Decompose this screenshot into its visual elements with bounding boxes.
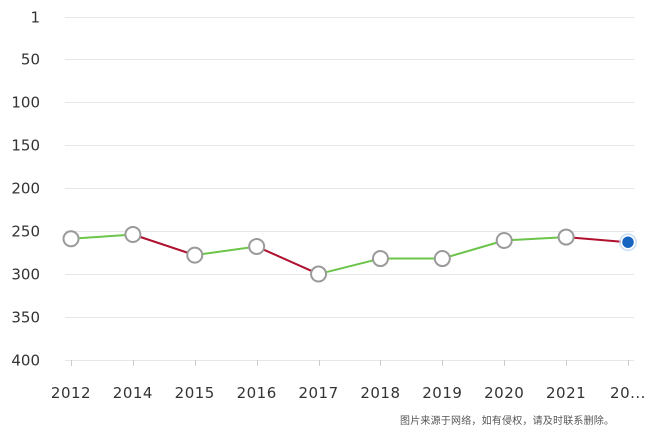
line-segment — [565, 236, 629, 244]
y-tick-label: 350 — [11, 309, 40, 327]
x-axis: 2012 2014 2015 2016 2017 2018 2019 2020 2021 20..… — [51, 360, 646, 402]
x-tick-label: 2017 — [298, 384, 338, 402]
y-tick-label: 300 — [11, 266, 40, 284]
x-tick-label: 2014 — [113, 384, 153, 402]
line-segment — [70, 233, 134, 240]
series-line — [70, 233, 629, 276]
y-tick-label: 100 — [11, 94, 40, 112]
line-segment — [503, 236, 568, 242]
data-point[interactable] — [62, 230, 80, 248]
data-point[interactable] — [124, 225, 142, 243]
line-segment — [193, 245, 258, 257]
y-tick-label: 400 — [11, 352, 40, 370]
x-tick-label: 2018 — [360, 384, 400, 402]
y-tick-label: 250 — [11, 223, 40, 241]
data-point[interactable] — [557, 228, 575, 246]
data-points — [62, 225, 637, 283]
data-point[interactable] — [371, 250, 389, 268]
gridlines — [65, 17, 634, 361]
source-watermark: 图片来源于网络，如有侵权，请及时联系删除。 — [400, 416, 615, 427]
y-tick-label: 200 — [11, 180, 40, 198]
data-point[interactable] — [248, 238, 266, 256]
data-point[interactable] — [186, 246, 204, 264]
x-tick-label: 2015 — [175, 384, 215, 402]
y-tick-label: 1 — [30, 9, 40, 27]
x-tick-label: 20... — [610, 384, 646, 402]
y-tick-label: 50 — [21, 51, 40, 69]
x-tick-label: 2020 — [484, 384, 524, 402]
data-point[interactable] — [495, 232, 513, 250]
line-segment — [255, 245, 320, 276]
x-tick-label: 2019 — [422, 384, 462, 402]
y-tick-label: 150 — [11, 137, 40, 155]
data-point-highlighted[interactable] — [620, 234, 636, 250]
data-point[interactable] — [433, 250, 451, 268]
x-tick-label: 2021 — [546, 384, 586, 402]
line-segment — [131, 233, 196, 257]
data-point[interactable] — [310, 265, 328, 283]
x-tick-label: 2012 — [51, 384, 91, 402]
line-segment — [317, 257, 382, 276]
x-tick-label: 2016 — [237, 384, 277, 402]
line-segment — [441, 239, 506, 260]
